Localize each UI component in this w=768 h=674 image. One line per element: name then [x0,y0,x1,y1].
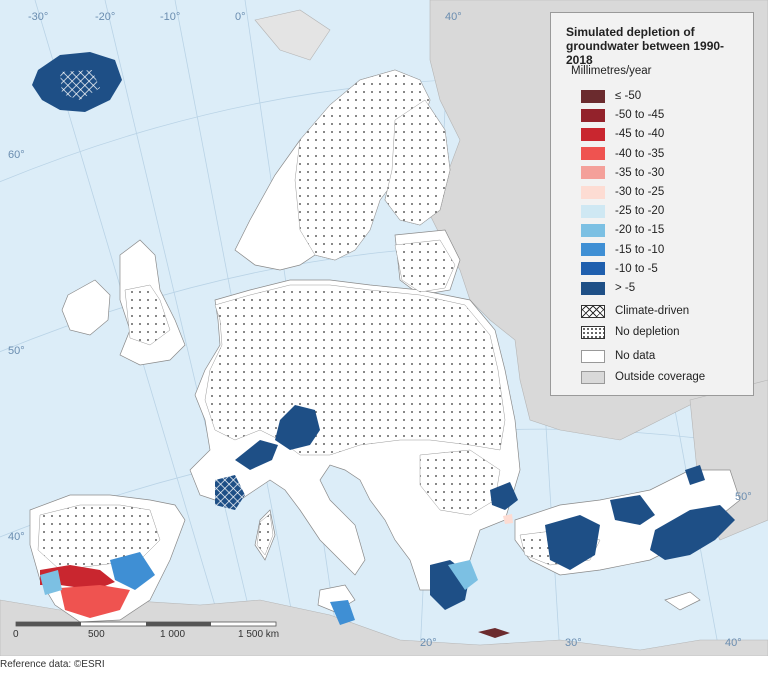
legend-class-swatch [581,108,605,122]
reference-credit: Reference data: ©ESRI [0,659,105,670]
graticule-label-bottom: 20° [420,637,437,649]
legend-title: Simulated depletion of groundwater betwe… [566,25,725,67]
legend-class-label: -20 to -15 [615,224,665,237]
legend-class-swatch [581,223,605,237]
legend-class-label: -25 to -20 [615,205,665,218]
graticule-label-top: 40° [445,11,462,23]
legend-class-label: -10 to -5 [615,262,658,275]
legend-class-label: > -5 [615,282,636,294]
legend-class-item: -10 to -5 [581,261,658,277]
no-data-swatch [581,349,605,363]
legend-item-climate-driven: Climate-driven [581,303,689,319]
legend-class-item: -40 to -35 [581,146,664,162]
legend-class-item: -30 to -25 [581,184,664,200]
legend-class-swatch [581,127,605,141]
legend-unit: Millimetres/year [571,65,652,77]
legend-item-no-data: No data [581,348,655,364]
legend-item-label: Climate-driven [615,305,690,317]
legend-class-swatch [581,204,605,218]
legend-class-swatch [581,166,605,180]
legend-class-swatch [581,243,605,257]
scale-label: 1 500 km [238,629,279,640]
legend-class-item: -15 to -10 [581,242,664,258]
graticule-label-bottom: 30° [565,637,582,649]
legend-item-label: Outside coverage [615,371,706,383]
legend-class-item: -45 to -40 [581,126,664,142]
graticule-label-top: -30° [28,11,48,23]
scale-label: 1 000 [160,629,185,640]
legend-class-swatch [581,147,605,161]
legend-class-swatch [581,262,605,276]
legend-item-outside-coverage: Outside coverage [581,369,705,385]
graticule-label-left: 50° [8,345,25,357]
legend-item-label: No depletion [615,326,680,338]
legend: Simulated depletion of groundwater betwe… [550,12,754,396]
legend-class-swatch [581,185,605,199]
legend-class-swatch [581,281,605,295]
graticule-label-top: 0° [235,11,246,23]
legend-class-item: -50 to -45 [581,107,664,123]
legend-class-item: -20 to -15 [581,222,664,238]
map-frame: -30° -20° -10° 0° 40° 60° 50° 40° 20° 30… [0,0,768,657]
scale-label: 500 [88,629,105,640]
graticule-label-top: -10° [160,11,180,23]
outside-coverage-swatch [581,370,605,384]
legend-class-item: -35 to -30 [581,165,664,181]
legend-class-swatch [581,89,605,103]
no-depletion-areas [37,69,601,571]
graticule-label-bottom: 40° [725,637,742,649]
graticule-label-left: 60° [8,149,25,161]
scale-label: 0 [13,629,19,640]
legend-class-label: -30 to -25 [615,186,665,198]
legend-class-label: -50 to -45 [615,109,665,122]
graticule-label-top: -20° [95,11,115,23]
climate-driven-swatch [581,304,605,318]
no-depletion-swatch [581,325,605,339]
legend-class-item: ≤ -50 [581,88,641,104]
legend-class-label: -35 to -30 [615,166,665,179]
scale-bar: 0 500 1 000 1 500 km [13,621,279,640]
legend-class-item: > -5 [581,280,635,296]
legend-class-label: -40 to -35 [615,147,665,160]
legend-item-no-depletion: No depletion [581,324,680,340]
depletion-areas [40,405,735,638]
graticule-label-east: 50° [735,491,752,503]
graticule-label-left: 40° [8,531,25,543]
iceland [32,52,122,112]
graticule-labels: -30° -20° -10° 0° 40° 60° 50° 40° 20° 30… [8,11,752,649]
legend-class-label: ≤ -50 [615,90,642,102]
legend-class-label: -45 to -40 [615,128,665,141]
legend-class-label: -15 to -10 [615,243,665,256]
legend-item-label: No data [615,350,656,362]
legend-class-item: -25 to -20 [581,203,664,219]
